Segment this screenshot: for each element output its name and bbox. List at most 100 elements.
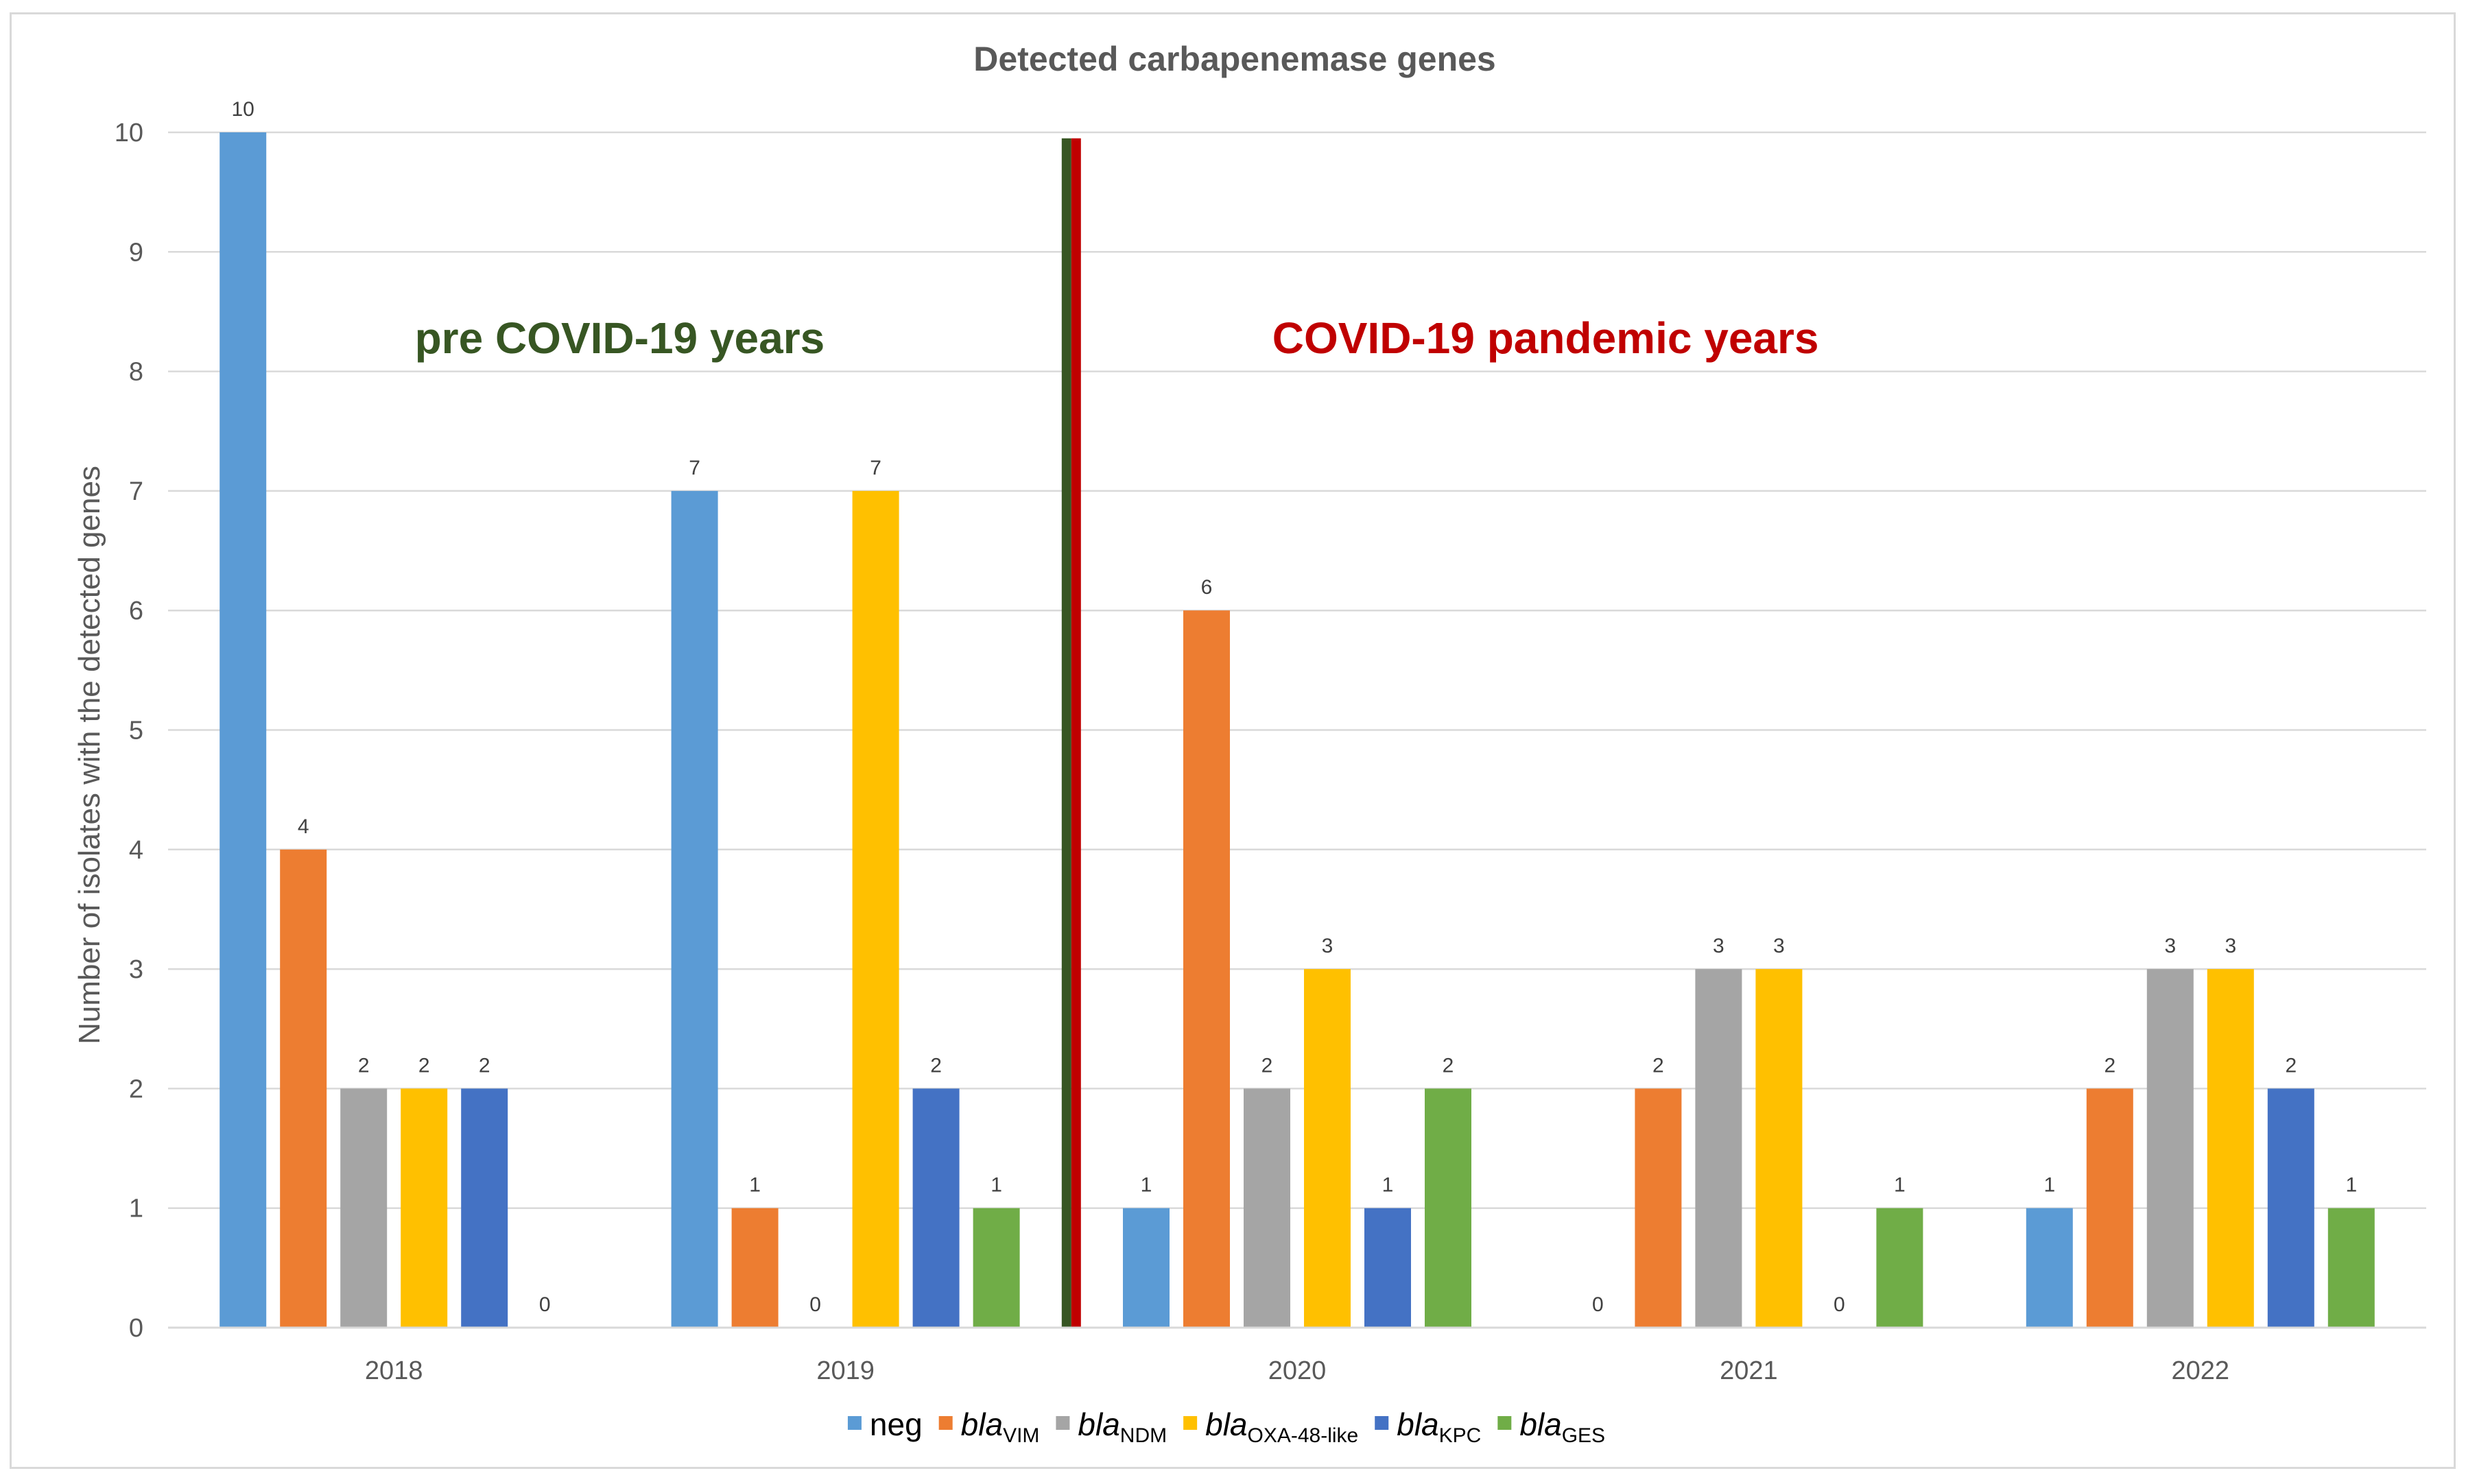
data-label-blaGES-2020: 2 <box>1443 1054 1454 1077</box>
legend-item-neg: neg <box>847 1407 923 1442</box>
chart-frame: Detected carbapenemase genes 0 1 2 3 4 5 6 7 8 9 1… <box>10 12 2456 1469</box>
data-label-blaNDM-2021: 3 <box>1713 935 1724 957</box>
annotation-pandemic: COVID-19 pandemic years <box>1272 313 1819 363</box>
bar-blaNDM-2020 <box>1244 1088 1290 1328</box>
bar-blaGES-2022 <box>2327 1208 2375 1328</box>
y-tick-label: 4 <box>129 836 143 865</box>
data-label-blaVIM-2022: 2 <box>2104 1054 2115 1077</box>
x-tick-label: 2022 <box>2172 1356 2230 1385</box>
data-label-blaKPC-2020: 1 <box>1382 1174 1394 1197</box>
y-tick-label: 0 <box>129 1314 143 1343</box>
y-tick-label: 5 <box>129 717 143 745</box>
bar-blaGES-2019 <box>973 1208 1020 1328</box>
legend-label: neg <box>870 1407 923 1442</box>
bar-blaNDM-2022 <box>2146 969 2194 1328</box>
bar-blaGES-2020 <box>1425 1088 1471 1328</box>
legend-item-blaNDM: blaNDM <box>1056 1407 1167 1447</box>
x-axis-ticks: 2018 2019 2020 2021 2022 <box>365 1356 2229 1385</box>
bars <box>220 132 2375 1328</box>
legend-label: blaVIM <box>961 1407 1040 1447</box>
data-label-blaOXA-48-like-2018: 2 <box>418 1054 430 1077</box>
legend-item-blaKPC: blaKPC <box>1375 1407 1481 1447</box>
legend-swatch <box>1497 1416 1512 1430</box>
x-tick-label: 2018 <box>365 1356 423 1385</box>
bar-neg-2019 <box>671 490 718 1328</box>
bar-blaVIM-2022 <box>2086 1088 2133 1328</box>
data-label-blaOXA-48-like-2020: 3 <box>1322 935 1333 957</box>
chart-title: Detected carbapenemase genes <box>973 40 1495 78</box>
legend-label: blaNDM <box>1078 1407 1167 1447</box>
legend-label: blaOXA-48-like <box>1205 1407 1358 1447</box>
data-label-blaGES-2021: 1 <box>1894 1174 1906 1197</box>
legend-swatch <box>1183 1416 1198 1430</box>
legend-swatch <box>938 1416 953 1430</box>
gridlines <box>168 131 2426 1209</box>
data-label-blaOXA-48-like-2019: 7 <box>870 457 881 479</box>
bar-blaKPC-2018 <box>461 1088 508 1328</box>
bar-neg-2020 <box>1123 1208 1170 1328</box>
legend-label: blaKPC <box>1397 1407 1481 1447</box>
bar-blaVIM-2018 <box>280 849 327 1328</box>
data-label-neg-2021: 0 <box>1592 1293 1604 1316</box>
y-tick-label: 7 <box>129 477 143 506</box>
data-label-blaKPC-2022: 2 <box>2285 1054 2297 1077</box>
legend-swatch <box>847 1416 862 1430</box>
legend-swatch <box>1056 1416 1070 1430</box>
bar-blaVIM-2019 <box>731 1208 779 1328</box>
annotations: pre COVID-19 years COVID-19 pandemic year… <box>415 313 1819 363</box>
x-tick-label: 2019 <box>816 1356 875 1385</box>
bar-blaOXA-48-like-2021 <box>1755 969 1803 1328</box>
divider-pre-segment <box>1061 138 1071 1328</box>
legend-swatch <box>1375 1416 1389 1430</box>
bar-neg-2018 <box>220 132 267 1328</box>
data-label-blaNDM-2019: 0 <box>809 1293 821 1316</box>
y-tick-label: 10 <box>115 119 143 147</box>
bar-blaVIM-2020 <box>1183 610 1230 1328</box>
y-axis-ticks: 0 1 2 3 4 5 6 7 8 9 10 <box>115 119 143 1343</box>
y-tick-label: 6 <box>129 597 143 625</box>
data-label-blaVIM-2021: 2 <box>1652 1054 1664 1077</box>
data-label-blaVIM-2020: 6 <box>1201 576 1213 599</box>
data-label-blaNDM-2022: 3 <box>2164 935 2176 957</box>
data-label-blaVIM-2019: 1 <box>749 1174 761 1197</box>
data-label-blaKPC-2018: 2 <box>479 1054 490 1077</box>
y-axis-label: Number of isolates with the detected gen… <box>73 466 106 1044</box>
bar-blaOXA-48-like-2019 <box>852 490 899 1328</box>
bar-chart: Detected carbapenemase genes 0 1 2 3 4 5 6 7 8 9 1… <box>73 40 2426 1447</box>
bar-blaKPC-2019 <box>912 1088 960 1328</box>
legend-item-blaVIM: blaVIM <box>938 1407 1040 1447</box>
legend-label: blaGES <box>1519 1407 1605 1447</box>
data-label-neg-2022: 1 <box>2043 1174 2055 1197</box>
annotation-pre-covid: pre COVID-19 years <box>415 313 825 363</box>
bar-blaGES-2021 <box>1876 1208 1923 1328</box>
data-label-neg-2020: 1 <box>1141 1174 1152 1197</box>
y-tick-label: 1 <box>129 1195 143 1223</box>
y-tick-label: 8 <box>129 358 143 387</box>
bar-blaOXA-48-like-2018 <box>401 1088 448 1328</box>
bar-neg-2022 <box>2026 1208 2073 1328</box>
data-label-neg-2018: 10 <box>232 98 254 121</box>
data-label-blaKPC-2019: 2 <box>930 1054 942 1077</box>
legend: neg blaVIM blaNDM blaOXA-48-like blaKPC blaGE… <box>847 1407 1605 1447</box>
period-divider <box>1061 138 1081 1328</box>
data-label-blaGES-2019: 1 <box>991 1174 1002 1197</box>
bar-blaOXA-48-like-2020 <box>1304 969 1351 1328</box>
y-tick-label: 3 <box>129 955 143 984</box>
bar-blaKPC-2020 <box>1364 1208 1411 1328</box>
data-label-blaVIM-2018: 4 <box>298 815 309 838</box>
data-label-blaGES-2022: 1 <box>2345 1174 2357 1197</box>
y-tick-label: 9 <box>129 238 143 267</box>
data-label-blaKPC-2021: 0 <box>1834 1293 1845 1316</box>
data-label-blaOXA-48-like-2022: 3 <box>2225 935 2236 957</box>
bar-blaKPC-2022 <box>2267 1088 2314 1328</box>
data-label-blaOXA-48-like-2021: 3 <box>1773 935 1785 957</box>
data-label-blaNDM-2020: 2 <box>1261 1054 1273 1077</box>
bar-blaVIM-2021 <box>1635 1088 1682 1328</box>
bar-blaOXA-48-like-2022 <box>2207 969 2254 1328</box>
bar-blaNDM-2018 <box>340 1088 388 1328</box>
legend-item-blaOXA-48-like: blaOXA-48-like <box>1183 1407 1358 1447</box>
x-tick-label: 2021 <box>1720 1356 1778 1385</box>
y-tick-label: 2 <box>129 1075 143 1103</box>
divider-pandemic-segment <box>1071 138 1081 1328</box>
